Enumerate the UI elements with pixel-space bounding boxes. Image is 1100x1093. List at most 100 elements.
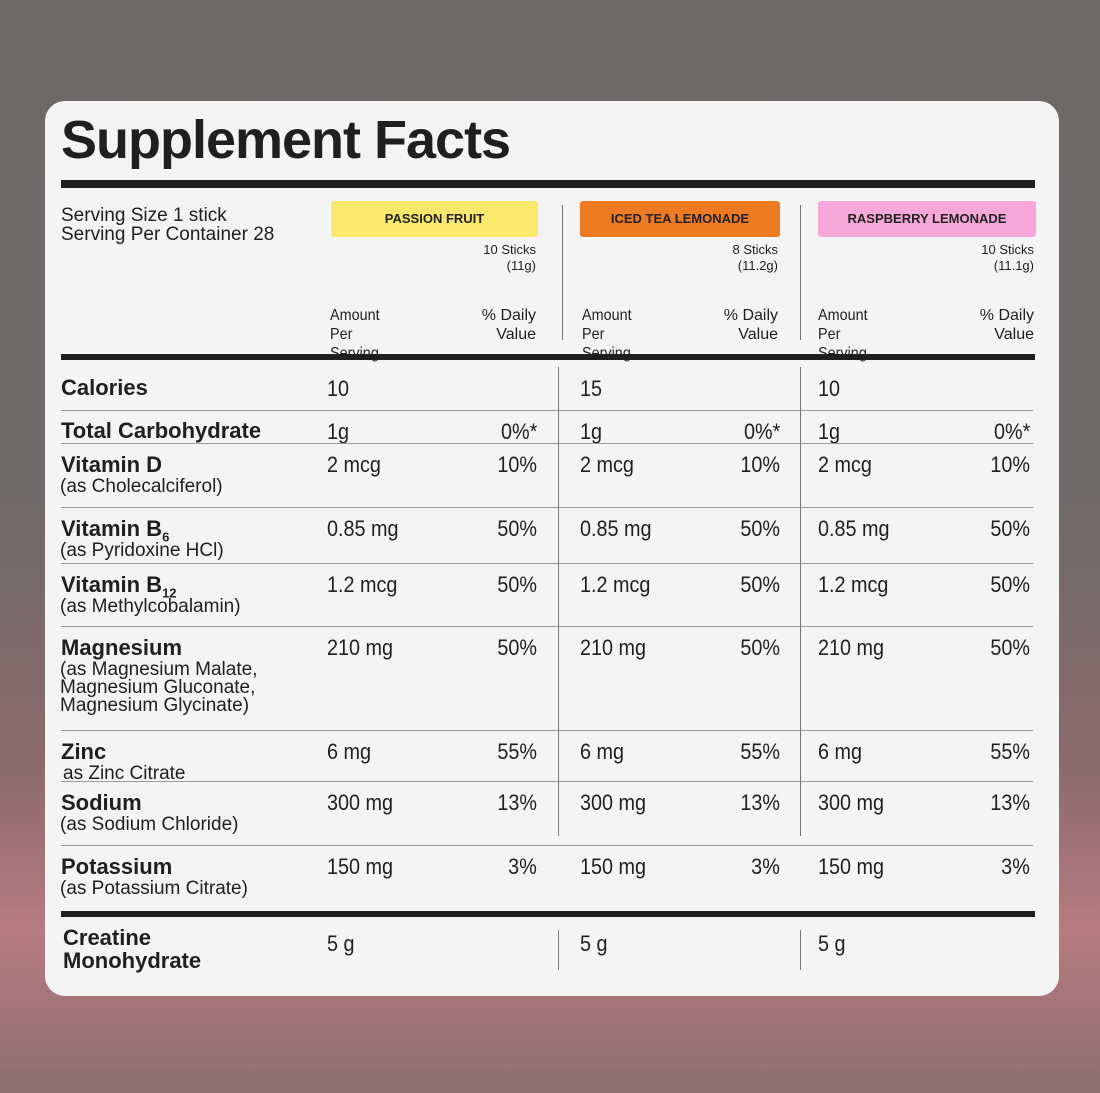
nutrient-name-text: Sodium — [61, 790, 142, 815]
nutrient-name-text: Magnesium — [61, 635, 183, 660]
amount: 300 mg — [818, 790, 885, 815]
flavor-pill: RASPBERRY LEMONADE — [818, 201, 1036, 237]
nutrient-name: Sodium — [61, 790, 142, 816]
divider — [800, 205, 801, 340]
row-line — [61, 730, 1033, 731]
flavor-pill: ICED TEA LEMONADE — [580, 201, 780, 237]
amount: 300 mg — [580, 790, 647, 815]
amount: 10 — [327, 376, 350, 401]
subscript: 6 — [162, 529, 170, 545]
nutrient-name-text: Vitamin B — [61, 516, 163, 541]
amount: 2 mcg — [580, 452, 634, 477]
nutrient-name: Calories — [61, 375, 148, 401]
daily-value: 50% — [497, 516, 537, 541]
flavor-pill: PASSION FRUIT — [331, 201, 538, 237]
daily-value: 50% — [497, 572, 537, 597]
amount: 150 mg — [818, 854, 885, 879]
nutrient-name: Total Carbohydrate — [61, 418, 261, 444]
amount: 1.2 mcg — [818, 572, 889, 597]
nutrient-detail: (as Cholecalciferol) — [60, 476, 223, 497]
stick-count: 10 Sticks — [981, 242, 1034, 257]
nutrient-name: Vitamin B6 — [61, 516, 169, 544]
daily-value: 10% — [990, 452, 1030, 477]
title: Supplement Facts — [61, 110, 511, 170]
stick-count: 10 Sticks — [483, 242, 536, 257]
nutrient-detail: (as Potassium Citrate) — [60, 878, 248, 899]
subscript: 12 — [162, 585, 177, 601]
row-line — [61, 563, 1033, 564]
divider — [558, 930, 559, 970]
daily-value: 13% — [990, 790, 1030, 815]
divider — [800, 367, 801, 836]
amount-header: Amount Per Serving — [582, 307, 632, 362]
stick-weight: (11g) — [506, 258, 536, 273]
amount: 210 mg — [818, 635, 885, 660]
dv-header: % Daily Value — [723, 307, 778, 343]
amount: 210 mg — [327, 635, 394, 660]
amount: 6 mg — [327, 739, 372, 764]
amount-header: Amount Per Serving — [330, 307, 380, 362]
nutrient-name-text: Zinc — [61, 739, 107, 764]
stick-weight: (11.2g) — [737, 258, 778, 273]
daily-value: 10% — [740, 452, 780, 477]
amount: 1.2 mcg — [580, 572, 651, 597]
nutrient-name-text: Vitamin B — [61, 572, 163, 597]
nutrient-name: Zinc — [61, 739, 106, 765]
daily-value: 0%* — [743, 419, 780, 444]
stick-weight: (11.1g) — [993, 258, 1034, 273]
amount: 15 — [580, 376, 603, 401]
nutrient-detail: (as Pyridoxine HCl) — [60, 540, 224, 561]
daily-value: 50% — [740, 516, 780, 541]
daily-value: 13% — [740, 790, 780, 815]
rule — [61, 354, 1035, 360]
row-line — [61, 410, 1033, 411]
stick-count: 8 Sticks — [732, 242, 778, 257]
dv-header: % Daily Value — [979, 307, 1034, 343]
daily-value: 0%* — [993, 419, 1030, 444]
serving-text: Serving Size 1 stick — [61, 205, 227, 226]
dv-header: % Daily Value — [481, 307, 536, 343]
daily-value: 55% — [740, 739, 780, 764]
nutrient-detail: (as Magnesium Malate, — [60, 659, 258, 680]
amount: 1g — [327, 419, 350, 444]
nutrient-name: Potassium — [61, 854, 172, 880]
daily-value: 55% — [990, 739, 1030, 764]
nutrient-name: Vitamin B12 — [61, 572, 177, 600]
amount: 6 mg — [818, 739, 863, 764]
amount: 5 g — [818, 931, 846, 956]
amount: 1g — [580, 419, 603, 444]
nutrient-name-text: Potassium — [61, 854, 173, 879]
row-line — [61, 845, 1033, 846]
daily-value: 55% — [497, 739, 537, 764]
nutrient-name-text: Calories — [61, 375, 148, 400]
nutrient-name-text: Total Carbohydrate — [61, 418, 262, 443]
amount: 210 mg — [580, 635, 647, 660]
amount: 150 mg — [327, 854, 394, 879]
amount: 1g — [818, 419, 841, 444]
nutrient-detail: as Zinc Citrate — [63, 763, 186, 784]
row-line — [61, 507, 1033, 508]
daily-value: 13% — [497, 790, 537, 815]
serving-text: Serving Per Container 28 — [61, 224, 275, 245]
daily-value: 50% — [497, 635, 537, 660]
nutrient-name: Creatine Monohydrate — [63, 926, 233, 972]
daily-value: 50% — [990, 516, 1030, 541]
amount: 2 mcg — [818, 452, 872, 477]
amount: 0.85 mg — [580, 516, 652, 541]
amount: 300 mg — [327, 790, 394, 815]
divider — [800, 930, 801, 970]
nutrient-name-text: Creatine Monohydrate — [63, 925, 202, 973]
amount: 0.85 mg — [327, 516, 399, 541]
row-line — [61, 443, 1033, 444]
daily-value: 50% — [990, 635, 1030, 660]
daily-value: 50% — [740, 572, 780, 597]
amount-header: Amount Per Serving — [818, 307, 868, 362]
daily-value: 10% — [497, 452, 537, 477]
facts-card: Supplement Facts Serving Size 1 stick Ser… — [45, 101, 1059, 996]
nutrient-name: Magnesium — [61, 635, 182, 661]
amount: 6 mg — [580, 739, 625, 764]
row-line — [61, 781, 1033, 782]
nutrient-detail: Magnesium Gluconate, — [60, 677, 256, 698]
amount: 0.85 mg — [818, 516, 890, 541]
